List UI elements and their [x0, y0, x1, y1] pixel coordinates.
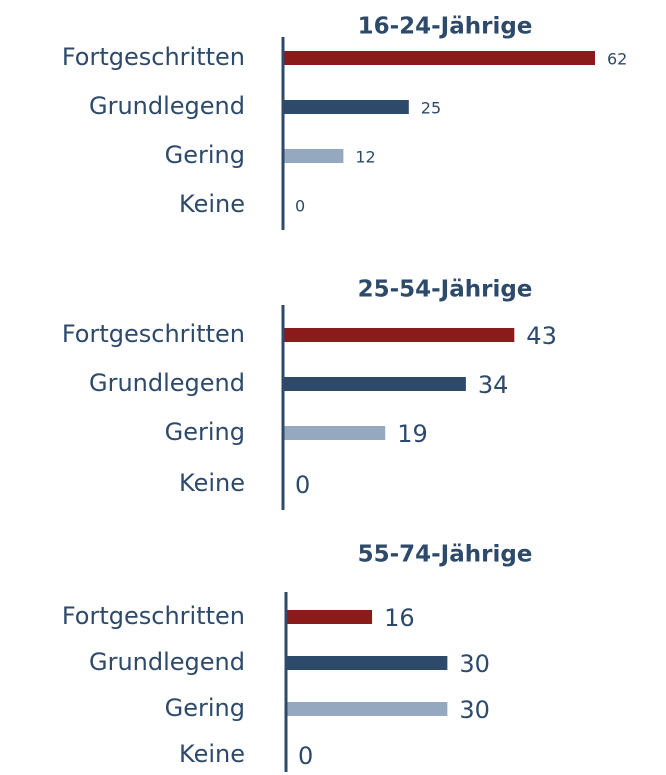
value-label: 30 [459, 696, 490, 724]
category-label: Fortgeschritten [62, 320, 245, 348]
chart-title: 25-54-Jährige [358, 277, 533, 303]
bar [286, 610, 373, 624]
category-label: Grundlegend [89, 369, 245, 397]
value-label: 25 [421, 99, 441, 118]
bar [286, 656, 448, 670]
value-label: 0 [298, 742, 313, 770]
category-label: Grundlegend [89, 648, 245, 676]
value-label: 62 [607, 50, 627, 69]
bar [283, 100, 409, 114]
value-label: 19 [397, 420, 428, 448]
value-label: 0 [295, 471, 310, 499]
value-label: 30 [459, 650, 490, 678]
category-label: Keine [179, 740, 245, 768]
value-label: 43 [526, 322, 557, 350]
category-label: Fortgeschritten [62, 43, 245, 71]
chart-title: 55-74-Jährige [358, 542, 533, 568]
bar [283, 426, 386, 440]
category-label: Gering [165, 141, 245, 169]
value-label: 16 [384, 604, 415, 632]
category-label: Grundlegend [89, 92, 245, 120]
category-label: Keine [179, 190, 245, 218]
bar [283, 328, 515, 342]
value-label: 12 [355, 148, 375, 167]
bar [283, 149, 344, 163]
chart-title: 16-24-Jährige [358, 14, 533, 40]
bar [283, 51, 595, 65]
category-label: Keine [179, 469, 245, 497]
bar [286, 702, 448, 716]
category-label: Fortgeschritten [62, 602, 245, 630]
category-label: Gering [165, 694, 245, 722]
value-label: 0 [295, 197, 305, 216]
value-label: 34 [478, 371, 509, 399]
bar [283, 377, 466, 391]
category-label: Gering [165, 418, 245, 446]
